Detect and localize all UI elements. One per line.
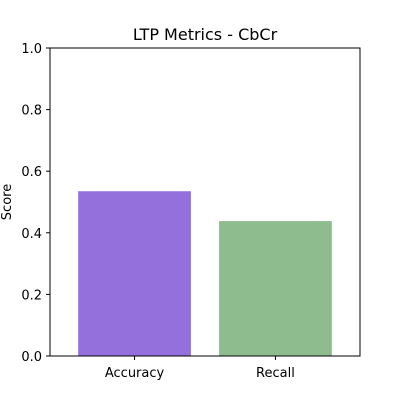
y-tick-label: 0.8: [21, 104, 42, 119]
x-tick-label: Accuracy: [105, 366, 165, 381]
y-tick-label: 0.4: [21, 227, 42, 242]
y-tick-label: 1.0: [21, 42, 42, 57]
y-tick-label: 0.2: [21, 288, 42, 303]
x-tick-label: Recall: [256, 366, 295, 381]
y-tick-label: 0.6: [21, 165, 42, 180]
y-tick-label: 0.0: [21, 350, 42, 365]
y-axis-label: Score: [0, 184, 15, 220]
bar-recall: [219, 221, 332, 356]
bar-accuracy: [78, 191, 191, 356]
chart-title: LTP Metrics - CbCr: [133, 25, 278, 44]
